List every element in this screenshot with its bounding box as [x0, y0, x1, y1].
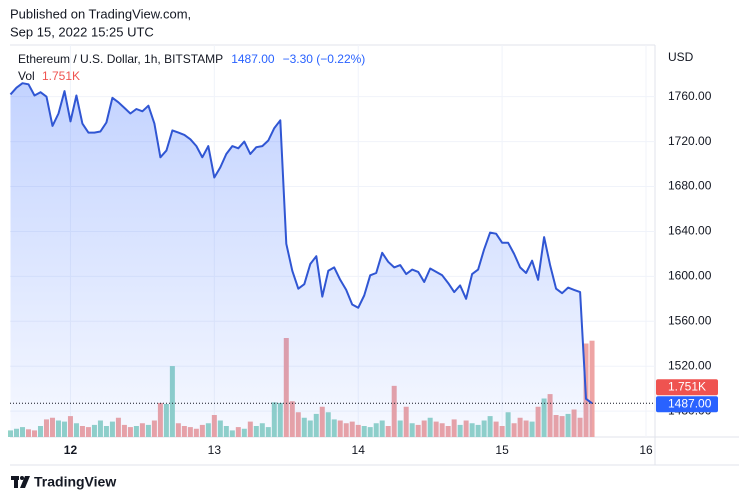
logo-part — [20, 476, 24, 480]
plot — [9, 82, 655, 437]
logo-part — [20, 476, 30, 488]
x-tick-label: 15 — [495, 443, 509, 457]
y-tick-label: 1760.00 — [668, 89, 712, 103]
published: Published on TradingView.com, — [10, 6, 191, 21]
symbol-title: Ethereum / U.S. Dollar, 1h, BITSTAMP — [18, 52, 223, 66]
y-tick-label: 1640.00 — [668, 224, 712, 238]
brand: TradingView — [34, 474, 116, 490]
volume-badge-label: 1.751K — [668, 379, 706, 393]
volume-legend-value: 1.751K — [42, 69, 80, 83]
price-line — [9, 82, 593, 405]
axis: 1480.001520.001560.001600.001640.001680.… — [64, 89, 718, 457]
legend-price: 1487.00 — [231, 52, 275, 66]
volume-legend: Vol — [18, 69, 35, 83]
y-tick-label: 1520.00 — [668, 358, 712, 372]
logo — [11, 476, 30, 488]
price-area — [10, 83, 592, 437]
volume-badge — [656, 379, 718, 396]
y-tick-label: 1560.00 — [668, 313, 712, 327]
y-tick-label: 1680.00 — [668, 179, 712, 193]
x-tick-label: 14 — [352, 443, 366, 457]
y-tick-label: 1600.00 — [668, 269, 712, 283]
timestamp: Sep 15, 2022 15:25 UTC — [10, 24, 154, 39]
volume-bar — [589, 340, 595, 437]
x-tick-label: 12 — [64, 443, 78, 457]
x-tick-label: 16 — [639, 443, 653, 457]
price-badge — [656, 396, 718, 413]
price-badge-label: 1487.00 — [668, 396, 712, 410]
legend-change: −3.30 (−0.22%) — [283, 52, 366, 66]
y-axis-unit: USD — [668, 50, 694, 64]
x-tick-label: 13 — [208, 443, 222, 457]
y-tick-label: 1720.00 — [668, 134, 712, 148]
logo-part — [14, 476, 18, 488]
